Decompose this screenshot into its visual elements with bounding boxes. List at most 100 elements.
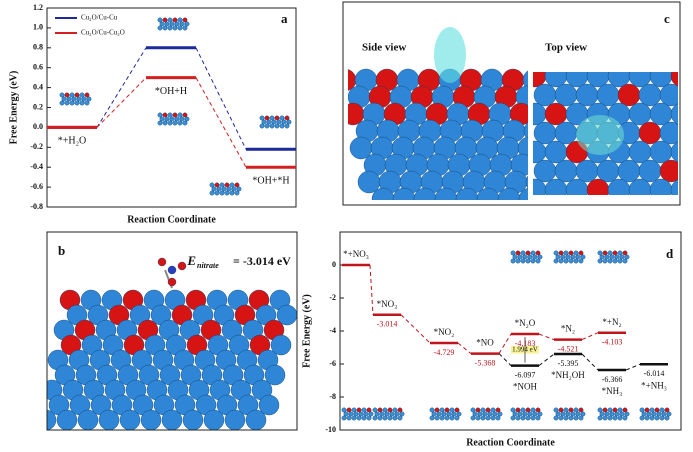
atom (449, 415, 455, 421)
atom (568, 415, 574, 421)
atom (157, 25, 163, 31)
atom (664, 415, 670, 421)
atom (558, 258, 564, 264)
atom (497, 187, 521, 200)
atom (157, 17, 163, 23)
atom (389, 411, 395, 417)
atom (224, 182, 230, 188)
atom (279, 115, 285, 121)
atom (515, 407, 521, 413)
atom (261, 119, 267, 125)
atom (609, 254, 615, 260)
atom (607, 415, 613, 421)
atom (555, 411, 561, 417)
atom (512, 411, 518, 417)
state-label: *OH+*H (252, 175, 289, 186)
value-label: -4.729 (434, 348, 455, 357)
atom (664, 407, 670, 413)
atom (346, 415, 352, 421)
y-tick-label: 1.2 (33, 3, 43, 12)
atom (533, 159, 557, 183)
connector (625, 363, 641, 371)
atom (159, 116, 165, 122)
atom (74, 92, 80, 98)
atom (343, 411, 349, 417)
atom (159, 21, 165, 27)
atom (434, 187, 458, 200)
atom (656, 411, 662, 417)
atom (628, 102, 652, 126)
atom (439, 407, 445, 413)
energy-symbol: E (186, 253, 196, 268)
state-label: *+N₂ (602, 317, 621, 327)
atom (229, 190, 235, 196)
atom (485, 415, 491, 421)
atom (612, 415, 618, 421)
atom (264, 123, 270, 129)
atom (485, 407, 491, 413)
atom (622, 415, 628, 421)
atom (597, 258, 603, 264)
atom (490, 415, 496, 421)
y-tick-label: 0.8 (33, 43, 43, 52)
atom (517, 136, 528, 160)
atom (366, 415, 372, 421)
atom (162, 112, 168, 118)
atom (284, 115, 290, 121)
atom (544, 140, 568, 164)
atom (84, 100, 90, 106)
atom (530, 250, 536, 256)
atom (446, 411, 452, 417)
atom (515, 258, 521, 264)
atom (553, 250, 559, 256)
energy-subscript: nitrate (197, 261, 219, 270)
atom (177, 17, 183, 23)
atom (602, 407, 608, 413)
atom (454, 407, 460, 413)
atom (119, 409, 141, 430)
atom (226, 186, 232, 192)
atom (575, 411, 581, 417)
atom (477, 411, 483, 417)
panel-label: c (664, 11, 670, 26)
atom (172, 120, 178, 126)
state-label: *+NH₃ (641, 380, 667, 390)
atom (451, 411, 457, 417)
atom (544, 72, 568, 88)
atom (59, 100, 65, 106)
atom (81, 96, 87, 102)
atom (563, 250, 569, 256)
atom (182, 120, 188, 126)
atom (520, 250, 526, 256)
atom (525, 415, 531, 421)
atom (229, 182, 235, 188)
state-label: *NH₂OH (551, 370, 585, 380)
atom (167, 120, 173, 126)
atom (661, 411, 667, 417)
y-tick-label: -2 (329, 293, 336, 302)
atom (281, 119, 287, 125)
atom (377, 415, 383, 421)
atom (607, 258, 613, 264)
charge-density (576, 115, 624, 155)
atom (659, 159, 678, 183)
atom (454, 415, 460, 421)
panel-label: d (666, 246, 674, 261)
atom (394, 411, 400, 417)
atom (681, 84, 693, 106)
y-tick-label: -0.4 (30, 162, 43, 171)
atom (612, 258, 618, 264)
atom (520, 407, 526, 413)
atom (646, 411, 652, 417)
atom (602, 258, 608, 264)
atom (392, 187, 416, 200)
atom (224, 190, 230, 196)
atom (472, 411, 478, 417)
atom (565, 178, 589, 195)
atom (439, 415, 445, 421)
atom (518, 187, 528, 200)
atom (619, 411, 625, 417)
atom (607, 178, 631, 195)
atom (525, 175, 528, 189)
state-label: *N₂O (515, 318, 536, 328)
